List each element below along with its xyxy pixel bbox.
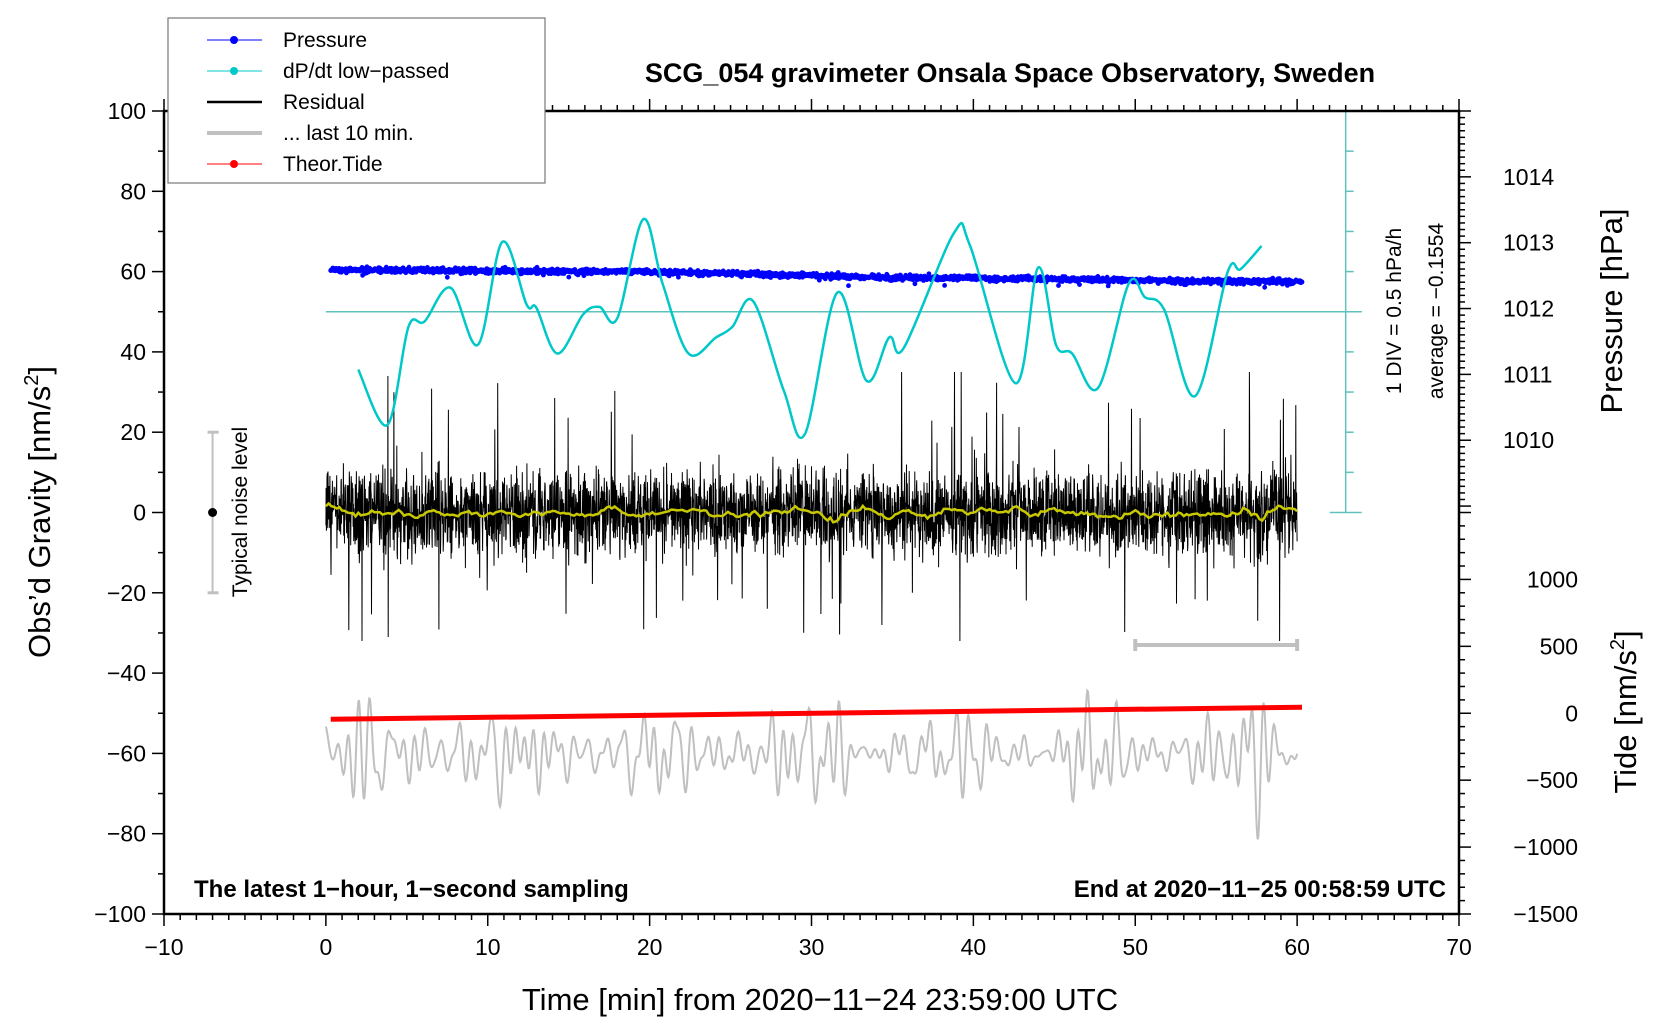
legend-entry: dP/dt low−passed (207, 60, 449, 83)
legend-box (167, 17, 546, 184)
tide-axis-label: Tide [nm/s2] (1607, 630, 1643, 793)
legend-label: Theor.Tide (283, 153, 383, 176)
noise-level-dot (208, 508, 218, 517)
legend-swatch-dot (230, 67, 238, 75)
residual-smoothed-line (325, 501, 1298, 524)
chart-title: SCG_054 gravimeter Onsala Space Observat… (645, 58, 1375, 88)
y-tick-label: −60 (107, 740, 146, 766)
dpdt-average-label: average = −0.1554 (1425, 223, 1448, 400)
y-tick-label: −20 (107, 580, 146, 606)
y-tick-label: 40 (120, 339, 146, 365)
y-tick-label: −40 (107, 660, 146, 686)
tide-line (330, 704, 1303, 722)
tide-tick-label: −1500 (1513, 901, 1578, 927)
tide-tick-label: −1000 (1513, 834, 1578, 860)
residual-line (325, 371, 1298, 642)
pressure-axis-label: Pressure [hPa] (1594, 208, 1629, 413)
tide-tick-label: −500 (1526, 767, 1578, 793)
y-tick-label: 100 (108, 98, 146, 124)
plot-layer (207, 110, 1362, 840)
x-tick-label: 30 (799, 934, 825, 960)
tide-tick-label: 500 (1540, 633, 1578, 659)
x-tick-label: 60 (1284, 934, 1310, 960)
footer-left: The latest 1−hour, 1−second sampling (194, 876, 629, 903)
pressure-tick-label: 1010 (1503, 427, 1554, 453)
last10-line (324, 688, 1299, 840)
x-tick-label: 70 (1446, 934, 1472, 960)
pressure-point (1262, 284, 1268, 290)
x-tick-label: 20 (637, 934, 663, 960)
pressure-point (566, 274, 572, 280)
footer-right: End at 2020−11−25 00:58:59 UTC (1074, 876, 1446, 903)
legend-entry: Residual (207, 91, 365, 114)
noise-level-label: Typical noise level (229, 427, 252, 597)
pressure-point (846, 283, 851, 289)
y-tick-label: 80 (120, 178, 146, 204)
pressure-tick-label: 1012 (1503, 296, 1554, 322)
legend-label: Pressure (283, 29, 367, 52)
y-tick-label: −100 (94, 901, 146, 927)
legend-label: ... last 10 min. (283, 122, 414, 145)
x-tick-label: 10 (475, 934, 501, 960)
pressure-point (1077, 282, 1082, 287)
x-tick-label: 0 (319, 934, 332, 960)
x-tick-label: 40 (961, 934, 987, 960)
legend-swatch-dot (230, 160, 238, 168)
pressure-point (676, 274, 681, 280)
x-tick-label: 50 (1122, 934, 1148, 960)
dpdt-div-label: 1 DIV = 0.5 hPa/h (1383, 228, 1406, 394)
pressure-tick-label: 1011 (1503, 361, 1552, 387)
y-axis-label: Obs’d Gravity [nm/s2] (21, 366, 57, 658)
y-tick-label: 0 (133, 500, 146, 526)
pressure-point (912, 281, 918, 287)
pressure-point (942, 283, 947, 288)
pressure-tick-label: 1014 (1503, 164, 1554, 190)
pressure-point (1056, 283, 1061, 288)
legend-entry: Theor.Tide (207, 153, 383, 176)
pressure-point (1299, 279, 1305, 285)
pressure-point (581, 273, 587, 279)
legend-label: Residual (283, 91, 365, 114)
y-tick-label: 20 (120, 419, 146, 445)
y-tick-label: 60 (120, 259, 146, 285)
x-tick-label: −10 (144, 934, 183, 960)
tide-tick-label: 1000 (1527, 566, 1578, 592)
x-axis-label: Time [min] from 2020−11−24 23:59:00 UTC (522, 982, 1118, 1017)
pressure-point (444, 274, 450, 280)
legend-label: dP/dt low−passed (283, 60, 449, 83)
pressure-point (835, 270, 841, 275)
y-tick-label: −80 (107, 821, 146, 847)
dpdt-line (357, 218, 1263, 439)
tide-tick-label: 0 (1565, 700, 1578, 726)
legend-swatch-dot (230, 36, 238, 44)
legend-entry: Pressure (207, 29, 367, 52)
pressure-point (1104, 274, 1110, 280)
legend: Pressure dP/dt low−passed Residual ... last… (167, 17, 546, 184)
pressure-tick-label: 1013 (1503, 230, 1554, 256)
legend-entry: ... last 10 min. (207, 122, 414, 145)
